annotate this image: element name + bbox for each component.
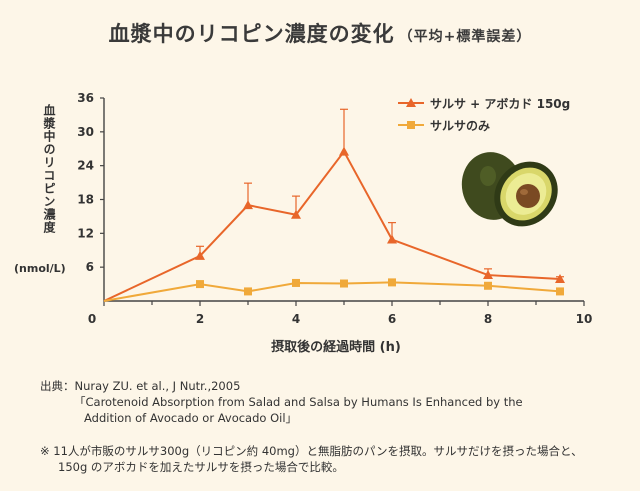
legend-label-avocado: サルサ + アボカド 150g: [430, 96, 571, 111]
legend-label-salsa: サルサのみ: [430, 118, 491, 133]
data-point-square: [484, 281, 492, 290]
series-markers: [195, 146, 565, 296]
avocado-illustration: [461, 152, 558, 227]
data-point-triangle: [483, 270, 493, 280]
y-tick-label: 12: [77, 226, 94, 240]
y-axis-unit: (nmol/L): [14, 262, 66, 275]
data-point-triangle: [243, 200, 253, 210]
source-citation: 出典：Nuray ZU. et al., J Nutr.,2005 「Carot…: [40, 378, 523, 426]
x-tick-label: 10: [576, 312, 593, 326]
y-tick-label: 18: [77, 193, 94, 207]
footnote: ※ 11人が市販のサルサ300g（リコピン約 40mg）と無脂肪のパンを摂取。サ…: [40, 443, 630, 475]
y-tick-label: 30: [77, 125, 94, 139]
data-point-square: [340, 279, 348, 288]
legend-marker-triangle: [398, 98, 424, 107]
data-point-square: [292, 278, 300, 287]
data-point-square: [388, 278, 396, 287]
x-tick-label: 8: [484, 312, 492, 326]
y-tick-label: 36: [77, 91, 94, 105]
data-point-triangle: [339, 146, 349, 156]
data-point-triangle: [555, 274, 565, 284]
series-line-0: [103, 149, 561, 302]
data-point-square: [196, 280, 204, 289]
x-tick-label: 2: [196, 312, 204, 326]
footnote-line-1: ※ 11人が市販のサルサ300g（リコピン約 40mg）と無脂肪のパンを摂取。サ…: [40, 444, 583, 458]
y-tick-label: 6: [86, 260, 94, 274]
source-line-2: 「Carotenoid Absorption from Salad and Sa…: [74, 395, 523, 409]
chart-title-main: 血漿中のリコピン濃度の変化: [108, 22, 395, 46]
y-tick-label: 24: [77, 159, 94, 173]
legend-item-avocado: サルサ + アボカド 150g: [398, 92, 570, 114]
footnote-line-2: 150g のアボカドを加えたサルサを摂った場合で比較。: [58, 460, 344, 474]
x-tick-label: 0: [88, 312, 96, 326]
x-tick-label: 6: [388, 312, 396, 326]
legend-item-salsa: サルサのみ: [398, 114, 570, 136]
legend-marker-square: [398, 121, 424, 129]
source-line-1: 出典：Nuray ZU. et al., J Nutr.,2005: [40, 379, 241, 393]
data-point-triangle: [195, 250, 205, 260]
data-point-triangle: [387, 234, 397, 244]
data-point-square: [556, 287, 564, 296]
y-axis-label: 血漿中のリコピン濃度: [42, 104, 56, 234]
legend: サルサ + アボカド 150g サルサのみ: [398, 92, 570, 136]
chart-title: 血漿中のリコピン濃度の変化 （平均+標準誤差）: [0, 18, 640, 48]
x-axis-label: 摂取後の経過時間 (h): [271, 340, 401, 355]
data-point-square: [244, 287, 252, 296]
series-lines: [103, 149, 561, 302]
source-line-3: Addition of Avocado or Avocado Oil」: [84, 411, 298, 425]
data-point-triangle: [291, 209, 301, 219]
series-line-1: [103, 281, 561, 302]
chart-title-sub: （平均+標準誤差）: [398, 29, 532, 45]
x-tick-label: 4: [292, 312, 300, 326]
